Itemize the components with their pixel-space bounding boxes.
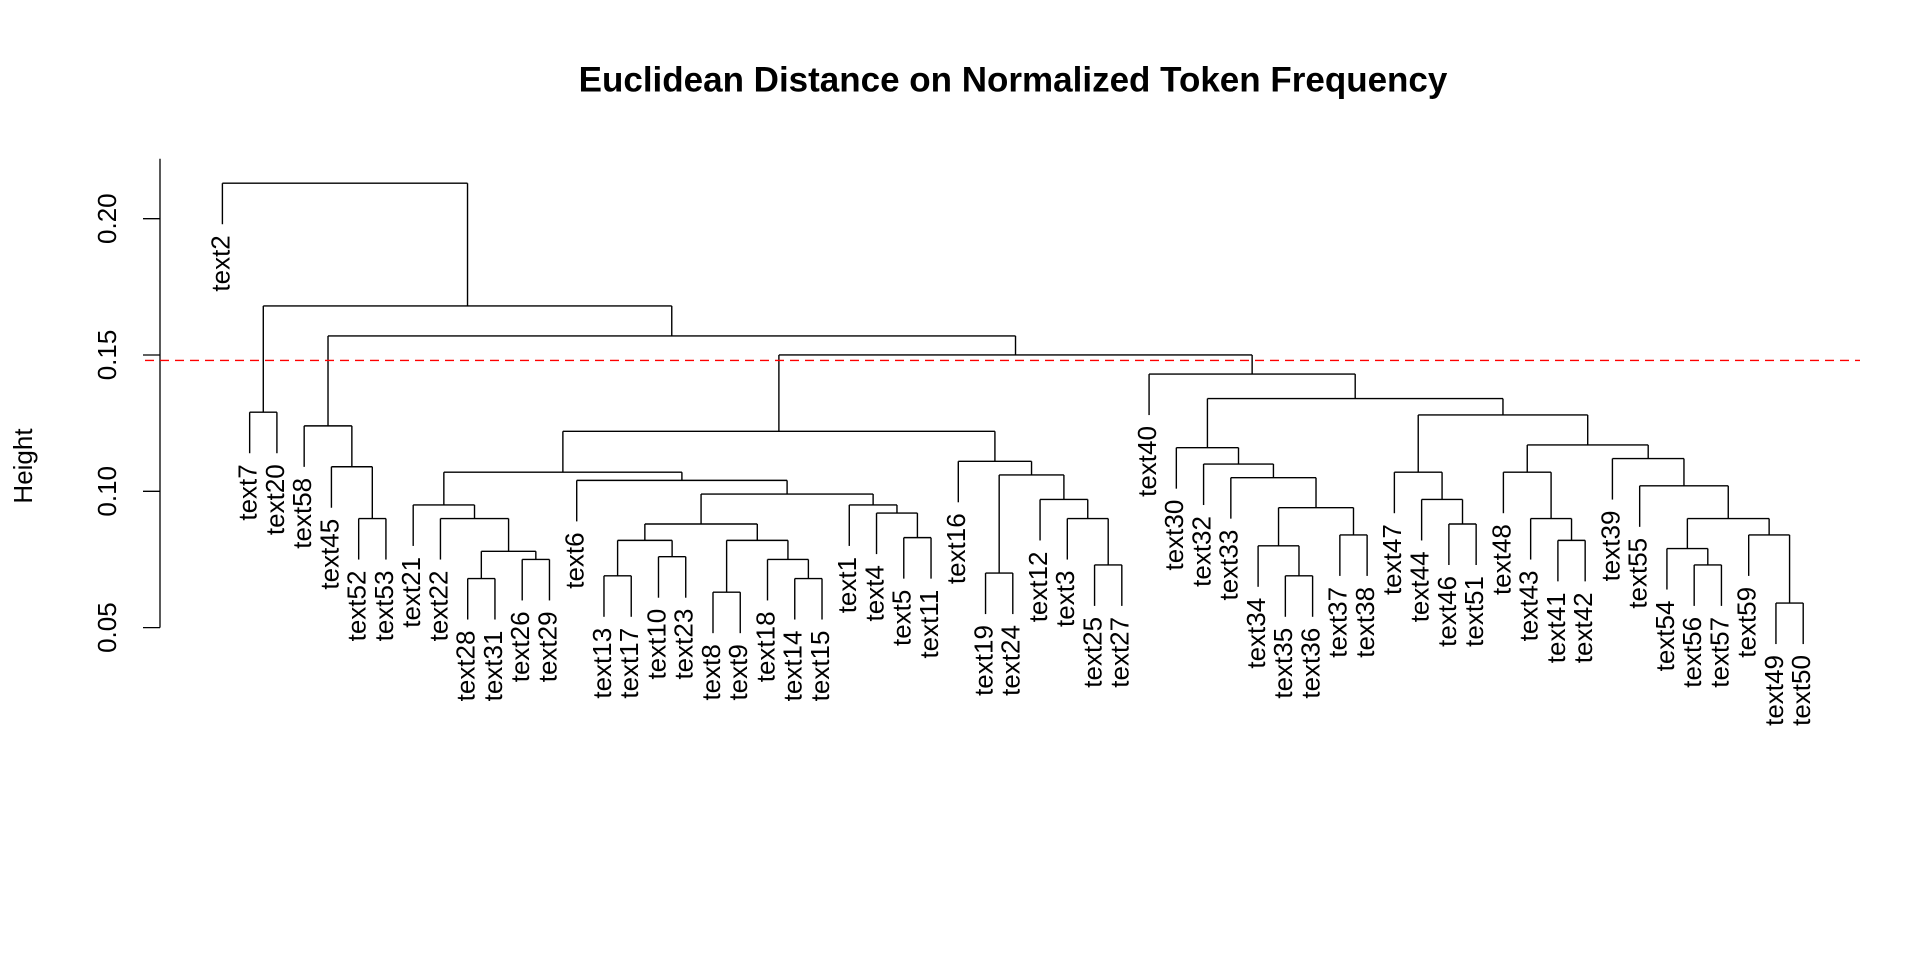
leaf-label: text36 (1295, 628, 1325, 699)
y-tick-label: 0.10 (92, 466, 122, 517)
leaf-label: text15 (805, 631, 835, 702)
leaf-label: text55 (1623, 538, 1653, 609)
leaf-label: text50 (1786, 655, 1816, 726)
leaf-label: text27 (1105, 617, 1135, 688)
leaf-label: text13 (587, 628, 617, 699)
leaf-label: text44 (1405, 551, 1435, 622)
leaf-label: text41 (1541, 592, 1571, 663)
leaf-label: text18 (750, 611, 780, 682)
leaf-label: text5 (887, 590, 917, 646)
leaf-label: text35 (1268, 628, 1298, 699)
leaf-label: text49 (1759, 655, 1789, 726)
leaf-label: text17 (614, 628, 644, 699)
leaf-label: text56 (1677, 617, 1707, 688)
leaf-label: text7 (233, 464, 263, 520)
leaf-label: text6 (560, 532, 590, 588)
leaf-label: text39 (1595, 511, 1625, 582)
leaf-label: text1 (832, 557, 862, 613)
leaf-label: text25 (1077, 617, 1107, 688)
leaf-label: text45 (314, 519, 344, 590)
leaf-label: text8 (696, 644, 726, 700)
leaf-label: text11 (914, 590, 944, 659)
leaf-label: text14 (778, 631, 808, 702)
leaf-label: text58 (287, 478, 317, 549)
leaf-label: text24 (996, 625, 1026, 696)
leaf-label: text47 (1377, 524, 1407, 595)
leaf-label: text16 (941, 513, 971, 584)
leaf-label: text22 (423, 571, 453, 642)
leaf-label: text59 (1732, 587, 1762, 658)
y-tick-label: 0.05 (92, 602, 122, 653)
leaf-label: text43 (1514, 571, 1544, 642)
chart-title: Euclidean Distance on Normalized Token F… (579, 60, 1448, 99)
leaf-label: text29 (532, 611, 562, 682)
leaf-label: text31 (478, 631, 508, 702)
y-tick-label: 0.15 (92, 330, 122, 381)
y-tick-label: 0.20 (92, 193, 122, 244)
leaf-label: text57 (1704, 617, 1734, 688)
leaf-label: text52 (342, 571, 372, 642)
leaf-label: text48 (1486, 524, 1516, 595)
leaf-label: text33 (1214, 530, 1244, 601)
leaf-label: text38 (1350, 587, 1380, 658)
leaf-label: text37 (1323, 587, 1353, 658)
leaf-label: text12 (1023, 551, 1053, 622)
leaf-label: text2 (205, 235, 235, 291)
leaf-label: text10 (641, 609, 671, 680)
leaf-label: text20 (260, 464, 290, 535)
leaf-label: text54 (1650, 601, 1680, 672)
leaf-label: text51 (1459, 576, 1489, 647)
leaf-label: text32 (1186, 516, 1216, 587)
leaf-label: text26 (505, 611, 535, 682)
leaf-label: text4 (859, 565, 889, 621)
leaf-label: text53 (369, 571, 399, 642)
leaf-label: text3 (1050, 571, 1080, 627)
leaf-label: text23 (669, 609, 699, 680)
leaf-label: text34 (1241, 598, 1271, 669)
leaf-label: text30 (1159, 500, 1189, 571)
leaf-label: text46 (1432, 576, 1462, 647)
leaf-label: text9 (723, 644, 753, 700)
leaf-label: text21 (396, 557, 426, 628)
leaf-label: text42 (1568, 592, 1598, 663)
y-axis-label: Height (8, 428, 38, 504)
leaf-label: text40 (1132, 426, 1162, 497)
leaf-label: text28 (451, 631, 481, 702)
leaf-label: text19 (968, 625, 998, 696)
